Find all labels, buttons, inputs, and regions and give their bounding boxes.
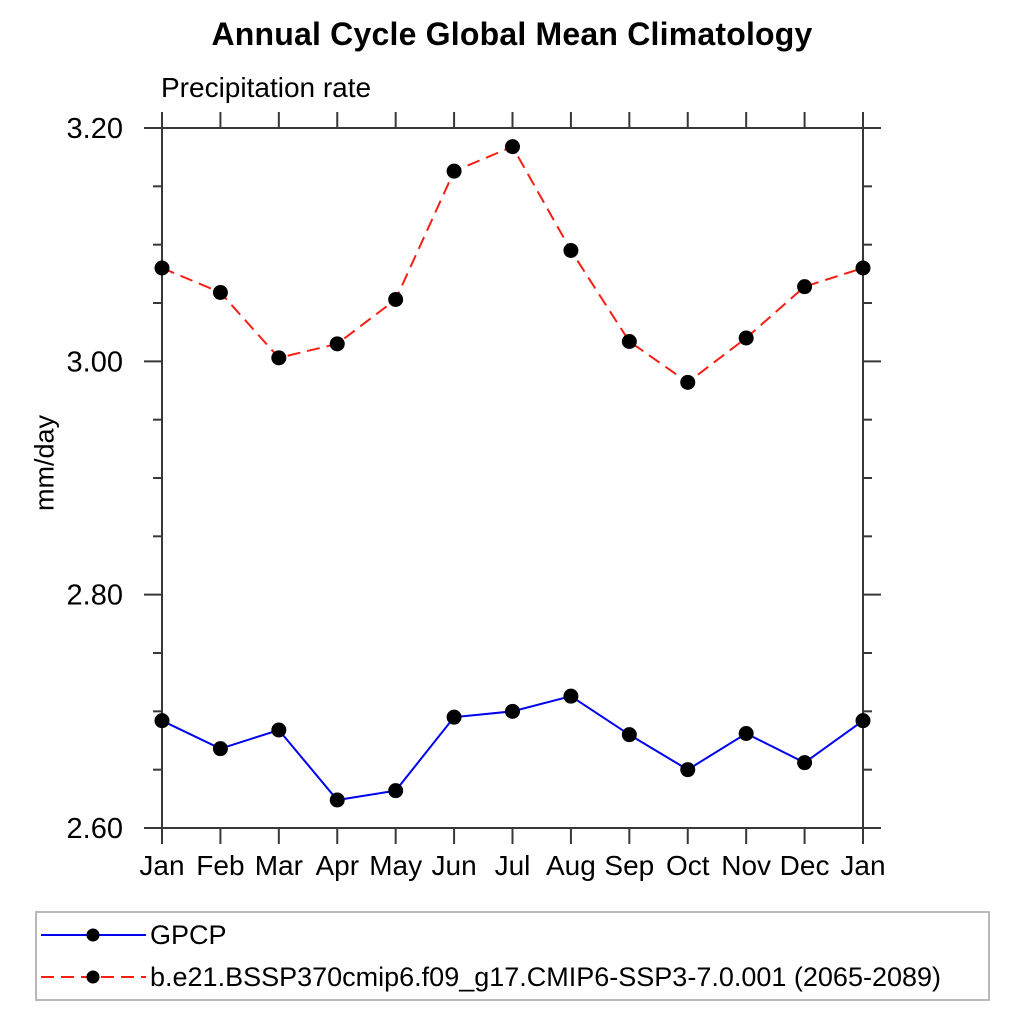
- data-point-marker: [446, 709, 462, 725]
- x-tick-label: Nov: [721, 850, 771, 881]
- y-tick-label: 2.60: [67, 813, 123, 845]
- x-tick-label: Feb: [196, 850, 244, 881]
- data-point-marker: [212, 741, 228, 757]
- data-point-marker: [271, 722, 287, 738]
- legend-marker: [86, 970, 100, 984]
- data-point-marker: [154, 260, 170, 276]
- y-tick-label: 3.00: [67, 346, 123, 378]
- data-point-marker: [271, 350, 287, 366]
- plot-area: Jan Feb Mar Apr May Jun Jul Aug Sep Oct Nov Dec Jan 2…: [67, 112, 886, 881]
- data-point-marker: [505, 139, 520, 155]
- data-point-marker: [680, 374, 696, 390]
- x-tick-label: Jun: [432, 850, 477, 881]
- data-point-marker: [738, 330, 754, 346]
- y-tick-label: 2.80: [67, 580, 123, 612]
- data-point-marker: [446, 163, 462, 179]
- legend-swatch-model: [41, 970, 146, 984]
- data-point-marker: [329, 336, 345, 352]
- data-point-marker: [680, 762, 696, 778]
- data-point-marker: [329, 792, 345, 808]
- x-tick-label: Jan: [139, 850, 184, 881]
- y-tick-label: 3.20: [67, 113, 123, 145]
- legend-label-model: b.e21.BSSP370cmip6.f09_g17.CMIP6-SSP3-7.…: [150, 961, 942, 992]
- data-point-marker: [621, 727, 637, 743]
- data-point-marker: [738, 726, 754, 741]
- data-point-marker: [563, 688, 579, 704]
- chart-subtitle: Precipitation rate: [161, 72, 372, 103]
- x-tick-label: Aug: [546, 850, 596, 881]
- data-point-marker: [855, 260, 871, 276]
- data-point-marker: [621, 334, 637, 349]
- x-tick-label: Jan: [840, 850, 885, 881]
- legend-label-gpcp: GPCP: [150, 919, 227, 950]
- data-point-marker: [855, 713, 871, 729]
- plot-frame: [161, 127, 864, 829]
- legend-box: GPCP b.e21.BSSP370cmip6.f09_g17.CMIP6-SS…: [35, 911, 990, 1001]
- data-point-marker: [154, 713, 170, 729]
- data-point-marker: [797, 279, 813, 295]
- legend-marker: [86, 928, 100, 942]
- series-line-1: [161, 145, 864, 384]
- legend-item-gpcp: GPCP: [37, 915, 988, 955]
- data-point-marker: [563, 243, 579, 258]
- x-tick-label: Jul: [495, 850, 531, 881]
- x-tick-label: Dec: [780, 850, 830, 881]
- x-tick-label: Mar: [255, 850, 303, 881]
- data-point-marker: [388, 292, 404, 307]
- data-point-marker: [212, 285, 228, 300]
- data-point-marker: [388, 783, 404, 799]
- x-tick-label: Apr: [315, 850, 359, 881]
- x-tick-label: Sep: [604, 850, 654, 881]
- chart-title: Annual Cycle Global Mean Climatology: [211, 16, 813, 52]
- legend-item-model: b.e21.BSSP370cmip6.f09_g17.CMIP6-SSP3-7.…: [37, 957, 988, 997]
- data-point-marker: [505, 703, 520, 719]
- x-tick-label: Oct: [666, 850, 710, 881]
- x-tick-label: May: [369, 850, 422, 881]
- legend-swatch-gpcp: [41, 928, 146, 942]
- data-point-marker: [797, 755, 813, 771]
